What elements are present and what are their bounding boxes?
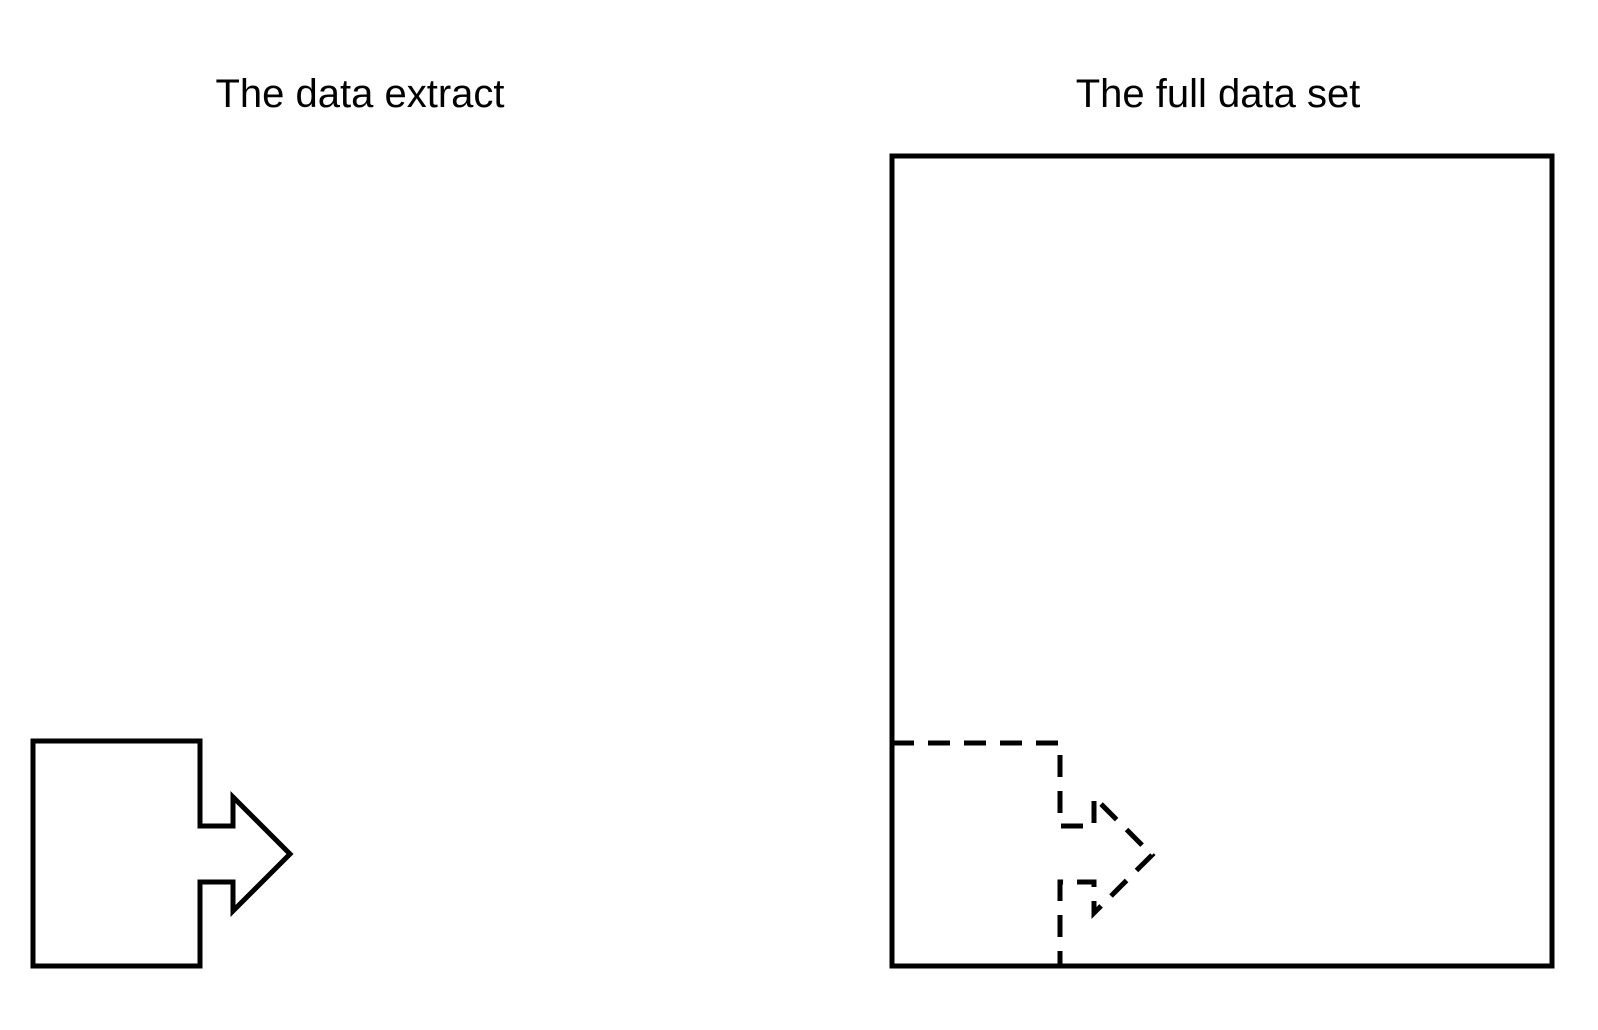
full-data-set-title: The full data set [1075,72,1361,116]
data-extract-title: The data extract [215,72,505,116]
extract-location-outline [892,740,1156,966]
data-extract-shape [30,738,294,969]
full-data-set-box [889,153,1555,969]
